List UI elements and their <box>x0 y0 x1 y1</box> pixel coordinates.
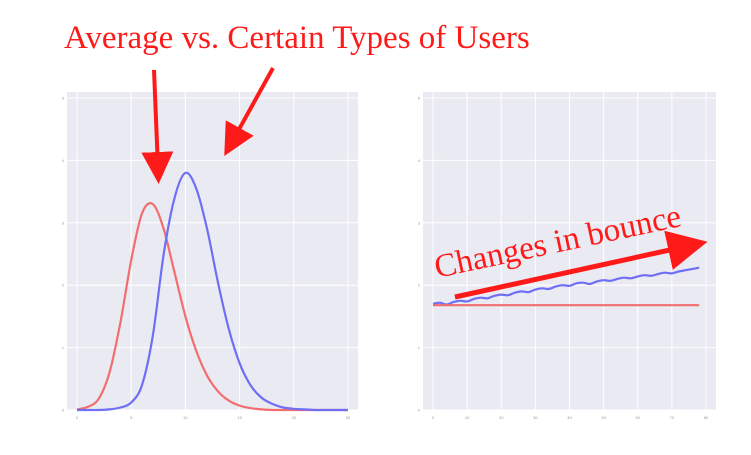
y-tick-label: 1 <box>62 345 65 350</box>
x-tick-label: 10 <box>465 415 470 420</box>
x-tick-label: 40 <box>567 415 572 420</box>
x-tick-label: 50 <box>601 415 606 420</box>
y-tick-label: 3 <box>62 220 65 225</box>
x-tick-label: 10 <box>183 415 188 420</box>
figure-title: Average vs. Certain Types of Users <box>64 20 530 56</box>
y-tick-label: 1 <box>418 345 421 350</box>
y-tick-label: 5 <box>418 96 421 101</box>
y-tick-label: 2 <box>418 283 421 288</box>
arrow-to-red-curve <box>141 69 174 184</box>
arrow-bounce-trend <box>454 230 708 300</box>
y-tick-label: 0 <box>418 408 421 413</box>
x-tick-label: 60 <box>636 415 641 420</box>
chart-left: 0 5 10 15 20 25 0 1 2 3 4 5 <box>62 92 358 420</box>
x-tick-label: 25 <box>346 415 351 420</box>
annotation-arrows <box>141 67 708 300</box>
x-tick-label: 70 <box>670 415 675 420</box>
x-tick-label: 15 <box>237 415 242 420</box>
x-tick-label: 5 <box>130 415 133 420</box>
x-tick-label: 20 <box>499 415 504 420</box>
chart-right: 0 10 20 30 40 50 60 70 80 0 1 2 3 4 5 <box>418 92 716 420</box>
y-tick-label: 2 <box>62 283 65 288</box>
x-tick-label: 30 <box>533 415 538 420</box>
x-tick-label: 0 <box>76 415 79 420</box>
y-tick-label: 0 <box>62 408 65 413</box>
y-tick-label: 4 <box>418 158 421 163</box>
y-tick-label: 4 <box>62 158 65 163</box>
blue-curve <box>77 171 348 412</box>
y-tick-label: 5 <box>62 96 65 101</box>
x-tick-label: 0 <box>432 415 435 420</box>
x-tick-label: 80 <box>704 415 709 420</box>
blue-bounce-line <box>432 266 700 306</box>
arrow-to-blue-curve <box>224 67 275 156</box>
y-tick-label: 3 <box>418 220 421 225</box>
x-tick-label: 20 <box>292 415 297 420</box>
